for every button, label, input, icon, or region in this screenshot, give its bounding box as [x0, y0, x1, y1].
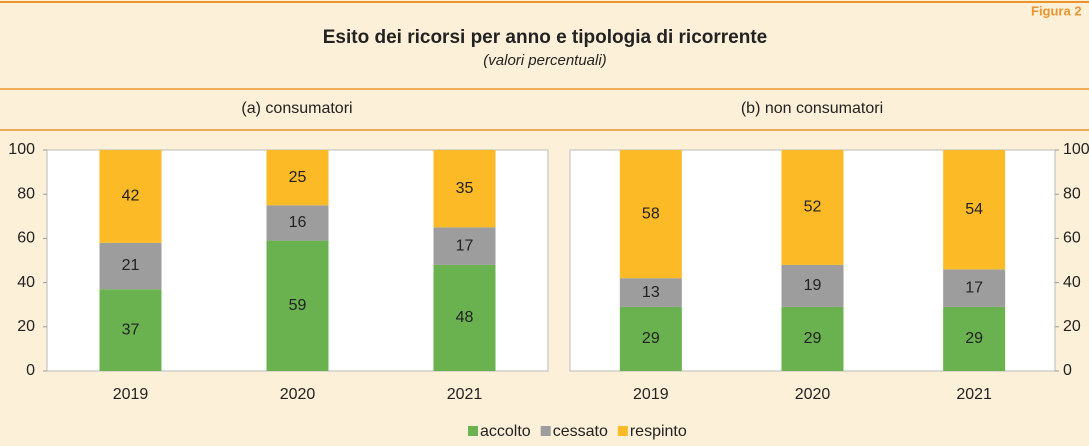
x-tick-label: 2021: [447, 386, 483, 403]
bar-segment: [943, 150, 1006, 270]
y-tick-label: 60: [1063, 230, 1081, 247]
legend: accolto cessato respinto: [468, 423, 687, 440]
bar-segment: [781, 264, 844, 307]
y-tick-label: 100: [1063, 141, 1089, 158]
data-label: 29: [965, 330, 983, 347]
data-label: 37: [122, 321, 140, 338]
bar-segment: [99, 150, 162, 243]
data-label: 17: [456, 237, 474, 254]
panel-title: (a) consumatori: [241, 100, 352, 117]
x-tick-label: 2020: [280, 386, 316, 403]
legend-swatch: [617, 426, 628, 436]
data-label: 19: [804, 277, 822, 294]
y-tick-label: 0: [1063, 362, 1072, 379]
legend-label: respinto: [630, 423, 687, 440]
x-tick-label: 2021: [956, 386, 992, 403]
bar-segment: [433, 227, 496, 265]
x-tick-label: 2019: [113, 386, 149, 403]
data-label: 13: [642, 284, 660, 301]
data-label: 35: [456, 180, 474, 197]
bar-segment: [781, 150, 844, 265]
data-label: 52: [804, 199, 822, 216]
y-tick-label: 100: [8, 141, 35, 158]
data-label: 29: [642, 330, 660, 347]
data-label: 42: [122, 188, 140, 205]
x-tick-label: 2020: [795, 386, 831, 403]
bar-segment: [99, 242, 162, 290]
bar-segment: [99, 289, 162, 371]
bar-segment: [266, 240, 329, 371]
legend-swatch: [468, 426, 478, 436]
y-tick-label: 80: [17, 185, 35, 202]
bar-segment: [619, 150, 682, 279]
bar-segment: [266, 150, 329, 206]
legend-swatch: [540, 426, 551, 436]
y-tick-label: 0: [26, 362, 35, 379]
title: Esito dei ricorsi per anno e tipologia d…: [323, 27, 767, 48]
bar-segment: [943, 269, 1006, 307]
y-tick-label: 20: [1063, 318, 1081, 335]
bar-segment: [619, 278, 682, 307]
y-tick-label: 40: [17, 274, 35, 291]
y-tick-label: 60: [17, 230, 35, 247]
data-label: 25: [289, 169, 307, 186]
y-tick-label: 80: [1063, 185, 1081, 202]
data-label: 16: [289, 214, 307, 231]
y-tick-label: 40: [1063, 274, 1081, 291]
y-tick-label: 20: [17, 318, 35, 335]
bar-segment: [433, 264, 496, 371]
data-label: 54: [965, 201, 983, 218]
legend-label: cessato: [553, 423, 608, 440]
subtitle: (valori percentuali): [483, 52, 606, 69]
x-tick-label: 2019: [633, 386, 669, 403]
data-label: 58: [642, 205, 660, 222]
bar-segment: [781, 306, 844, 371]
figure-label: Figura 2: [1031, 3, 1082, 18]
data-label: 29: [804, 330, 822, 347]
bar-segment: [433, 150, 496, 228]
legend-label: accolto: [480, 423, 531, 440]
panel-title: (b) non consumatori: [741, 100, 883, 117]
data-label: 48: [456, 309, 474, 326]
bar-segment: [266, 205, 329, 241]
bar-segment: [943, 306, 1006, 371]
data-label: 21: [122, 257, 140, 274]
bar-segment: [619, 306, 682, 371]
data-label: 59: [289, 297, 307, 314]
data-label: 17: [965, 279, 983, 296]
